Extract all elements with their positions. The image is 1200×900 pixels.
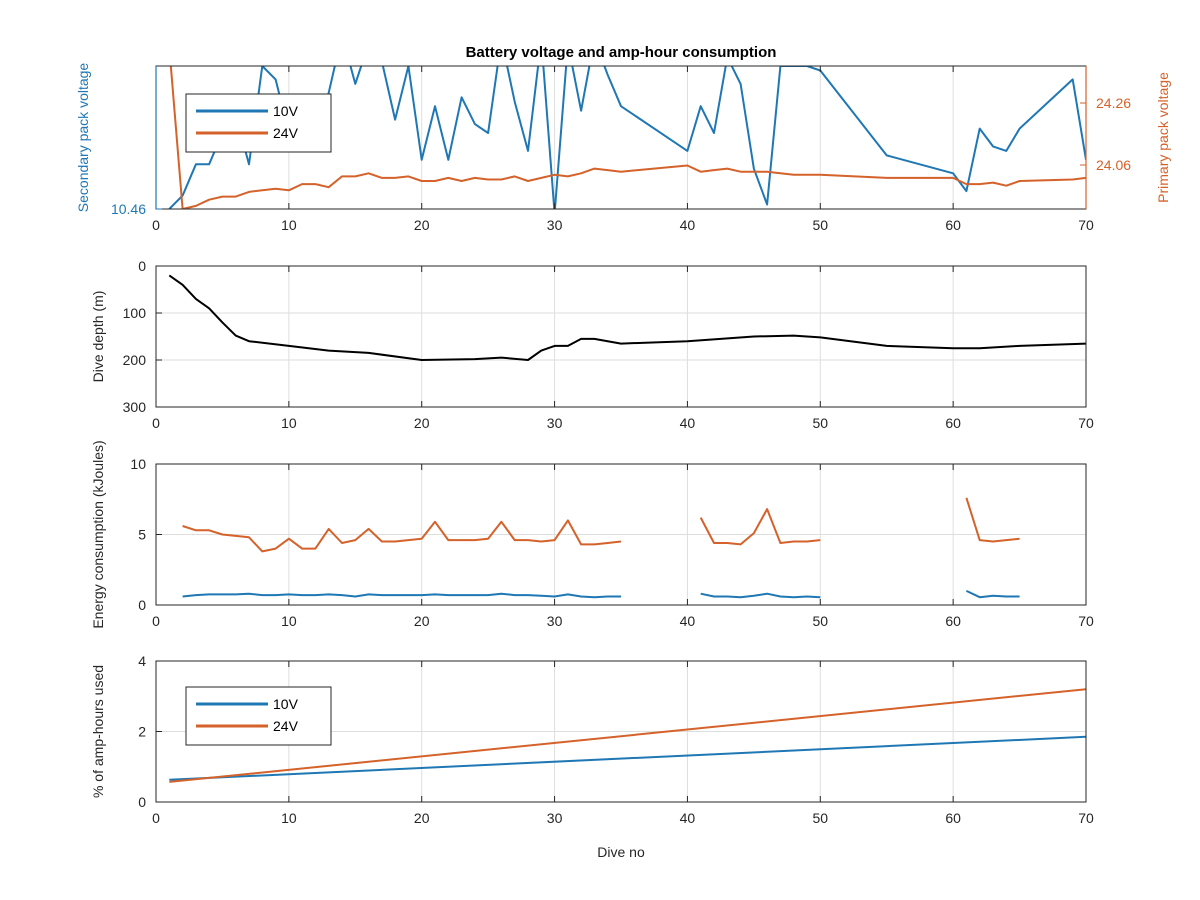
x-axis-label: Dive no <box>597 844 645 860</box>
series-line-10v <box>169 735 1086 781</box>
series-line-s1-seg0 <box>182 592 621 599</box>
plot-area <box>156 266 1086 407</box>
right-y-tick-label: 24.06 <box>1096 157 1131 173</box>
x-tick-label: 20 <box>414 415 430 431</box>
y-tick-label: 2 <box>138 724 146 740</box>
x-tick-label: 30 <box>547 415 563 431</box>
x-tick-label: 10 <box>281 810 297 826</box>
x-tick-label: 50 <box>812 810 828 826</box>
series-line-s0-seg1 <box>699 508 821 546</box>
x-tick-label: 40 <box>680 415 696 431</box>
y-tick-label: 0 <box>138 597 146 613</box>
right-axis-label: Primary pack voltage <box>1155 72 1171 203</box>
x-tick-label: 50 <box>812 613 828 629</box>
x-tick-label: 20 <box>414 613 430 629</box>
legend-box <box>185 686 332 746</box>
x-tick-label: 30 <box>547 810 563 826</box>
x-tick-label: 30 <box>547 613 563 629</box>
legend-box <box>185 93 332 153</box>
series-group <box>168 274 1086 361</box>
x-tick-label: 60 <box>945 415 961 431</box>
axes-box <box>155 265 1087 408</box>
y-axis-label: Dive depth (m) <box>90 291 106 383</box>
legend-label-24v: 24V <box>273 125 299 141</box>
x-tick-label: 40 <box>680 810 696 826</box>
left-y-tick-label: 10.46 <box>111 201 146 217</box>
subplot-energy: 0 10 20 30 40 50 60 70 0 5 10 Energy consumption (k… <box>90 440 1094 629</box>
series-line-s0 <box>168 274 1086 361</box>
series-line-24v <box>169 688 1086 783</box>
series-line-s0-seg2 <box>965 497 1020 543</box>
y-tick-label: 0 <box>138 258 146 274</box>
x-tick-label: 20 <box>414 810 430 826</box>
legend-label-10v: 10V <box>273 103 299 119</box>
series-line-s0-seg0 <box>182 519 622 553</box>
series-group <box>169 688 1086 783</box>
series-line-24v <box>169 66 1086 209</box>
x-tick-label: 70 <box>1078 217 1094 233</box>
x-tick-label: 0 <box>152 613 160 629</box>
x-tick-label: 70 <box>1078 415 1094 431</box>
x-tick-label: 0 <box>152 217 160 233</box>
subplot-amp_hours: 0 10 20 30 40 50 60 70 0 2 4 % of amp-hours used 10V… <box>90 653 1094 826</box>
x-tick-label: 70 <box>1078 810 1094 826</box>
series-line-s1-seg2 <box>965 589 1020 599</box>
x-tick-label: 0 <box>152 415 160 431</box>
legend-label-24v: 24V <box>273 718 299 734</box>
x-tick-label: 10 <box>281 415 297 431</box>
x-tick-label: 20 <box>414 217 430 233</box>
x-tick-label: 70 <box>1078 613 1094 629</box>
x-tick-label: 40 <box>680 613 696 629</box>
x-tick-label: 60 <box>945 810 961 826</box>
x-tick-label: 60 <box>945 613 961 629</box>
y-tick-label: 4 <box>138 653 146 669</box>
y-tick-label: 300 <box>123 399 147 415</box>
x-tick-label: 10 <box>281 217 297 233</box>
x-tick-label: 10 <box>281 613 297 629</box>
right-y-tick-label: 24.26 <box>1096 95 1131 111</box>
x-tick-label: 0 <box>152 810 160 826</box>
x-tick-label: 50 <box>812 217 828 233</box>
y-tick-label: 200 <box>123 352 147 368</box>
y-tick-label: 10 <box>130 456 146 472</box>
x-tick-label: 50 <box>812 415 828 431</box>
series-group <box>182 497 1020 599</box>
x-tick-label: 30 <box>547 217 563 233</box>
x-tick-label: 40 <box>680 217 696 233</box>
chart-title: Battery voltage and amp-hour consumption <box>466 44 777 61</box>
subplot-depth: 0 10 20 30 40 50 60 70 0 100 200 300 Dive depth (m) <box>90 258 1094 431</box>
legend-label-10v: 10V <box>273 696 299 712</box>
left-axis-label: Secondary pack voltage <box>75 63 91 213</box>
y-tick-label: 0 <box>138 794 146 810</box>
x-tick-label: 60 <box>945 217 961 233</box>
y-tick-label: 100 <box>123 305 147 321</box>
y-tick-label: 5 <box>138 527 146 543</box>
subplot-voltage: 0 10 20 30 40 50 60 70 10.46 Secondary pack volta… <box>75 63 1171 233</box>
y-axis-label: Energy consumption (kJoules) <box>90 440 106 628</box>
series-line-s1-seg1 <box>700 592 821 599</box>
y-axis-label: % of amp-hours used <box>90 665 106 798</box>
